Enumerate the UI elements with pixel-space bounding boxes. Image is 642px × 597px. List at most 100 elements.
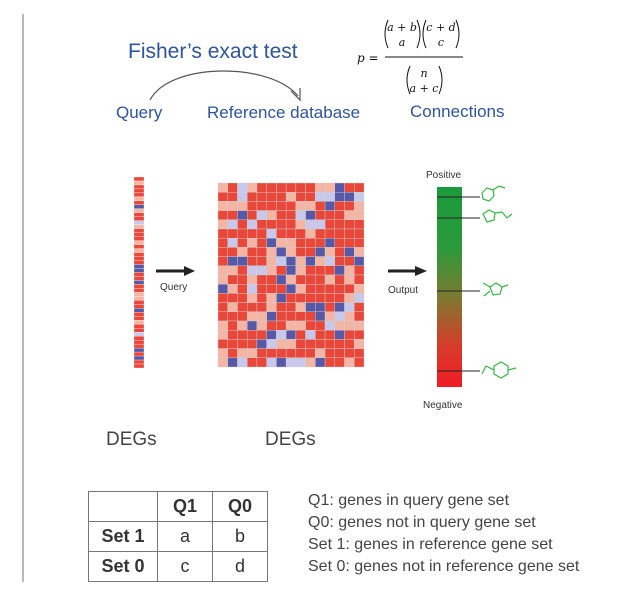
heatmap-cell: [295, 348, 306, 359]
heatmap-cell: [315, 182, 326, 193]
query-strip-cell: [133, 244, 145, 249]
heatmap-cell: [324, 348, 336, 359]
molecule-icon-1: [481, 185, 506, 202]
heatmap-cell: [217, 265, 228, 276]
heatmap-cell: [324, 201, 336, 211]
heatmap-cell: [285, 302, 297, 313]
heatmap-cell: [227, 219, 238, 230]
heatmap-cell: [276, 302, 287, 313]
heatmap-cell: [237, 256, 248, 267]
heatmap-cell: [266, 348, 277, 359]
query-strip-cell: [133, 240, 145, 245]
heatmap-cell: [227, 201, 238, 211]
table-header-q1: Q1: [157, 491, 213, 522]
heatmap-cell: [354, 339, 365, 349]
heatmap-cell: [246, 320, 258, 331]
heatmap-cell: [246, 191, 258, 202]
heatmap-cell: [246, 228, 258, 239]
formula-den-top: n: [420, 67, 427, 80]
heatmap-cell: [237, 339, 248, 349]
heatmap-cell: [334, 357, 345, 368]
heatmap-cell: [295, 228, 306, 239]
heatmap-cell: [315, 339, 326, 349]
heatmap-cell: [246, 247, 258, 257]
heatmap-cell: [227, 357, 238, 368]
heatmap-cell: [344, 256, 355, 267]
table-cell: d: [212, 551, 268, 582]
heatmap-cell: [266, 320, 277, 331]
heatmap-cell: [217, 357, 228, 368]
query-strip-cell: [133, 176, 145, 182]
query-strip-cell: [133, 248, 145, 253]
heatmap-cell: [285, 219, 297, 230]
query-strip-cell: [133, 316, 145, 321]
heatmap-cell: [237, 348, 248, 359]
query-strip-cell: [133, 264, 145, 269]
heatmap-cell: [246, 339, 258, 349]
heatmap-cell: [315, 201, 326, 211]
heatmap-cell: [227, 182, 238, 193]
query-strip-cell: [133, 216, 145, 221]
heatmap-cell: [237, 265, 248, 276]
heatmap-cell: [237, 320, 248, 331]
heatmap-cell: [266, 274, 277, 285]
degs-label-right: DEGs: [265, 429, 316, 450]
heatmap-cell: [276, 339, 287, 349]
heatmap-cell: [246, 237, 258, 248]
heatmap-cell: [334, 293, 345, 303]
heatmap-cell: [256, 237, 267, 248]
heatmap-cell: [227, 311, 238, 322]
heatmap-cell: [285, 330, 297, 340]
heatmap-cell: [266, 219, 277, 230]
heatmap-cell: [315, 330, 326, 340]
heatmap-cell: [305, 302, 316, 313]
heatmap-cell: [256, 191, 267, 202]
heatmap-cell: [324, 182, 336, 193]
table-row: Set 1 a b: [88, 521, 268, 552]
heatmap-cell: [305, 247, 316, 257]
heatmap-cell: [295, 311, 306, 322]
heatmap-cell: [237, 274, 248, 285]
heatmap-cell: [315, 320, 326, 331]
heatmap-cell: [354, 191, 365, 202]
heatmap-cell: [237, 357, 248, 368]
query-strip-cell: [133, 208, 145, 213]
heatmap-cell: [217, 210, 228, 221]
heatmap-cell: [285, 182, 297, 193]
heatmap-cell: [276, 357, 287, 368]
molecule-icon-3: [482, 282, 509, 297]
heatmap-cell: [266, 357, 277, 368]
query-strip-cell: [133, 184, 145, 190]
heatmap-cell: [315, 265, 326, 276]
heatmap-cell: [344, 311, 355, 322]
heatmap-cell: [344, 339, 355, 349]
heatmap-cell: [315, 228, 326, 239]
heatmap-cell: [246, 311, 258, 322]
heatmap-cell: [334, 210, 345, 221]
heatmap-cell: [305, 219, 316, 230]
table-cell: b: [212, 521, 268, 552]
heatmap-cell: [354, 274, 365, 285]
heatmap-cell: [354, 210, 365, 221]
query-strip-cell: [133, 296, 145, 301]
heatmap-cell: [354, 357, 365, 368]
heatmap-cell: [256, 348, 267, 359]
legend-item-set0: Set 0: genes not in reference gene set: [308, 558, 580, 575]
heatmap-cell: [305, 293, 316, 303]
query-gene-strip: [133, 176, 145, 369]
heatmap-cell: [305, 284, 316, 294]
query-strip-cell: [133, 343, 145, 349]
heatmap-cell: [334, 339, 345, 349]
heatmap-cell: [324, 293, 336, 303]
heatmap-cell: [285, 228, 297, 239]
formula-num2-bottom: c: [438, 36, 444, 49]
heatmap-cell: [217, 320, 228, 331]
heatmap-cell: [217, 284, 228, 294]
heatmap-cell: [334, 311, 345, 322]
query-strip-cell: [133, 196, 145, 202]
heatmap-cell: [285, 247, 297, 257]
heatmap-cell: [256, 228, 267, 239]
heatmap-cell: [285, 265, 297, 276]
heatmap-cell: [334, 182, 345, 193]
heatmap-cell: [305, 256, 316, 267]
